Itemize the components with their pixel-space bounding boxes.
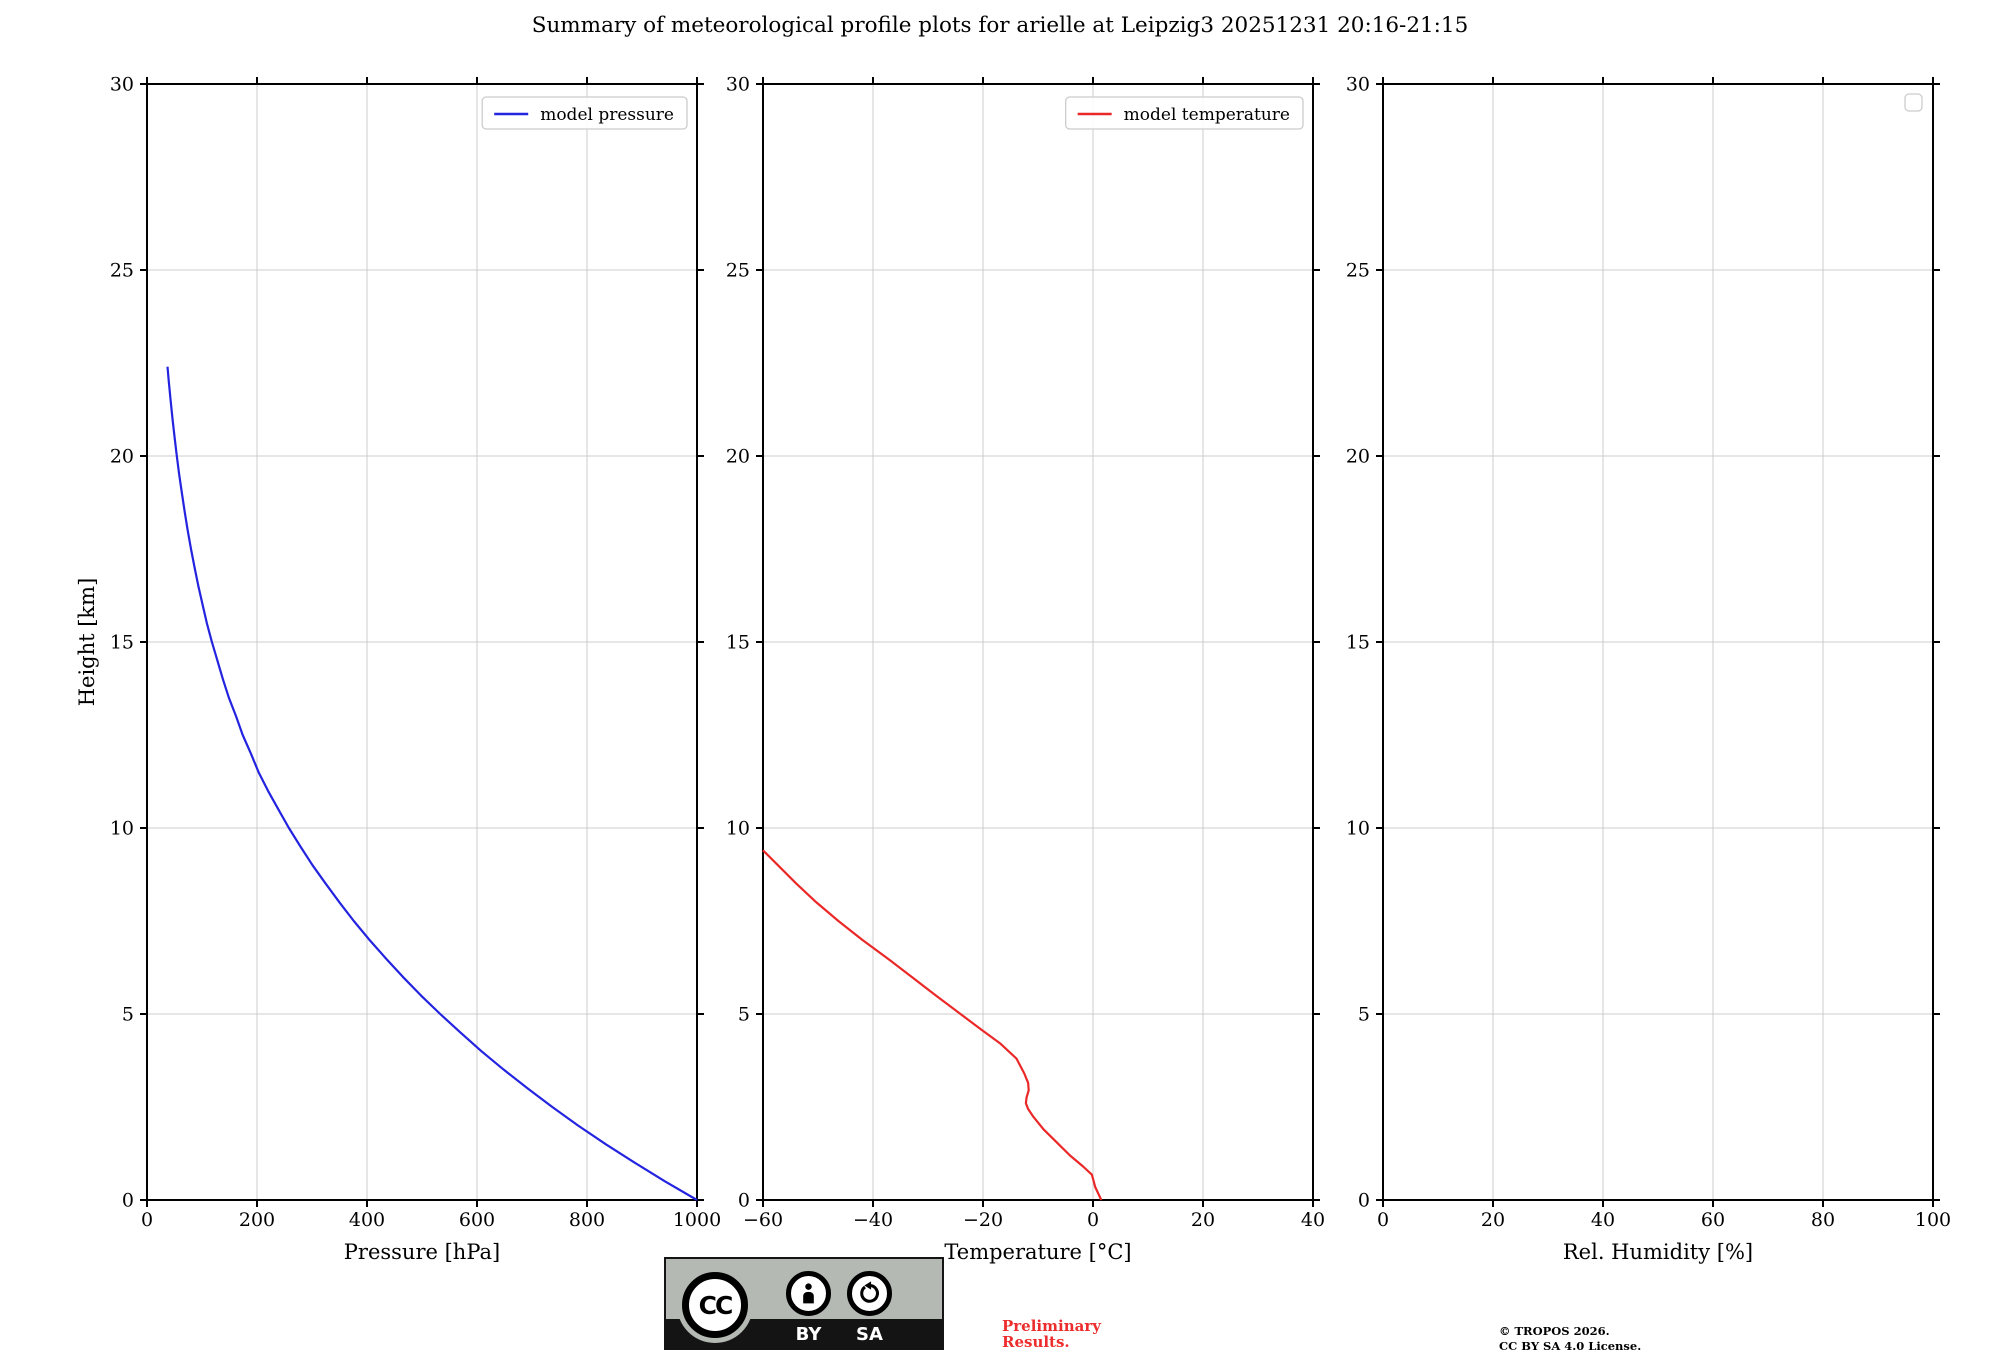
y-tick-label: 25 xyxy=(726,260,750,282)
y-tick-label: 10 xyxy=(726,818,750,840)
preliminary-line2: Results. xyxy=(1002,1333,1070,1351)
y-tick-label: 10 xyxy=(110,818,134,840)
person-icon xyxy=(803,1283,814,1304)
y-tick-label: 30 xyxy=(726,74,750,96)
x-tick-label: 800 xyxy=(569,1209,605,1231)
y-tick-label: 25 xyxy=(1346,260,1370,282)
cc-logo-icon: CC xyxy=(682,1272,748,1338)
x-tick-label: 40 xyxy=(1591,1209,1615,1231)
circular-arrow-icon xyxy=(860,1281,879,1303)
y-tick-label: 5 xyxy=(122,1004,134,1026)
legend: model temperature xyxy=(1065,96,1304,130)
x-tick-label: −20 xyxy=(963,1209,1003,1231)
x-axis-label: Temperature [°C] xyxy=(944,1240,1131,1264)
preliminary-line1: Preliminary xyxy=(1002,1317,1101,1335)
x-tick-label: 400 xyxy=(349,1209,385,1231)
y-tick-label: 0 xyxy=(1358,1190,1370,1212)
legend-label: model pressure xyxy=(540,105,674,125)
x-axis-label: Rel. Humidity [%] xyxy=(1563,1240,1753,1264)
x-tick-label: 100 xyxy=(1915,1209,1951,1231)
figure-title: Summary of meteorological profile plots … xyxy=(531,13,1469,38)
subplot-3: 0 20 40 60 80 100 0 5 10 15 20 25 30 Rel. Humidity [%… xyxy=(1346,74,1951,1265)
x-tick-label: −40 xyxy=(853,1209,893,1231)
x-tick-label: 40 xyxy=(1301,1209,1325,1231)
x-tick-label: 600 xyxy=(459,1209,495,1231)
x-axis-label: Pressure [hPa] xyxy=(344,1240,500,1264)
y-tick-label: 0 xyxy=(122,1190,134,1212)
copyright-credit: © TROPOS 2026. CC BY SA 4.0 License. xyxy=(1499,1324,1641,1354)
y-tick-label: 0 xyxy=(738,1190,750,1212)
y-tick-label: 30 xyxy=(110,74,134,96)
y-tick-label: 5 xyxy=(1358,1004,1370,1026)
x-tick-label: −60 xyxy=(743,1209,783,1231)
legend-box xyxy=(481,96,688,130)
y-tick-label: 15 xyxy=(726,632,750,654)
y-tick-label: 10 xyxy=(1346,818,1370,840)
badge-by-label: BY xyxy=(795,1324,822,1345)
y-tick-label: 15 xyxy=(110,632,134,654)
legend-box-empty xyxy=(1904,93,1923,112)
y-tick-label: 20 xyxy=(1346,446,1370,468)
x-tick-label: 1000 xyxy=(673,1209,721,1231)
y-tick-label: 20 xyxy=(726,446,750,468)
x-tick-label: 60 xyxy=(1701,1209,1725,1231)
y-tick-label: 15 xyxy=(1346,632,1370,654)
x-tick-label: 20 xyxy=(1481,1209,1505,1231)
x-tick-label: 200 xyxy=(239,1209,275,1231)
x-tick-label: 0 xyxy=(141,1209,153,1231)
credit-line1: © TROPOS 2026. xyxy=(1499,1324,1610,1338)
x-tick-label: 80 xyxy=(1811,1209,1835,1231)
cc-sa-arrow-icon xyxy=(847,1271,892,1316)
legend-label: model temperature xyxy=(1124,105,1290,125)
subplot-1: 0 200 400 600 800 1000 0 5 10 15 20 25 30 Pressure [h… xyxy=(75,74,721,1265)
y-tick-label: 20 xyxy=(110,446,134,468)
cc-logo-text: CC xyxy=(698,1290,734,1320)
x-tick-label: 0 xyxy=(1377,1209,1389,1231)
legend-box xyxy=(1065,96,1304,130)
y-tick-label: 30 xyxy=(1346,74,1370,96)
y-axis-label: Height [km] xyxy=(75,578,99,707)
series-line-model-temperature xyxy=(762,849,1103,1201)
y-tick-label: 25 xyxy=(110,260,134,282)
subplot-2: −60 −40 −20 0 20 40 0 5 10 15 20 25 30 Temperature [°… xyxy=(726,74,1325,1265)
x-tick-label: 20 xyxy=(1191,1209,1215,1231)
cc-license-badge: CC BY SA xyxy=(664,1257,944,1350)
preliminary-results-note: Preliminary Results. xyxy=(1002,1318,1101,1350)
y-tick-label: 5 xyxy=(738,1004,750,1026)
badge-sa-label: SA xyxy=(856,1324,883,1345)
cc-by-person-icon xyxy=(786,1271,831,1316)
credit-line2: CC BY SA 4.0 License. xyxy=(1499,1339,1642,1353)
x-tick-label: 0 xyxy=(1087,1209,1099,1231)
series-line-model-pressure xyxy=(166,366,698,1201)
legend: model pressure xyxy=(481,96,688,130)
